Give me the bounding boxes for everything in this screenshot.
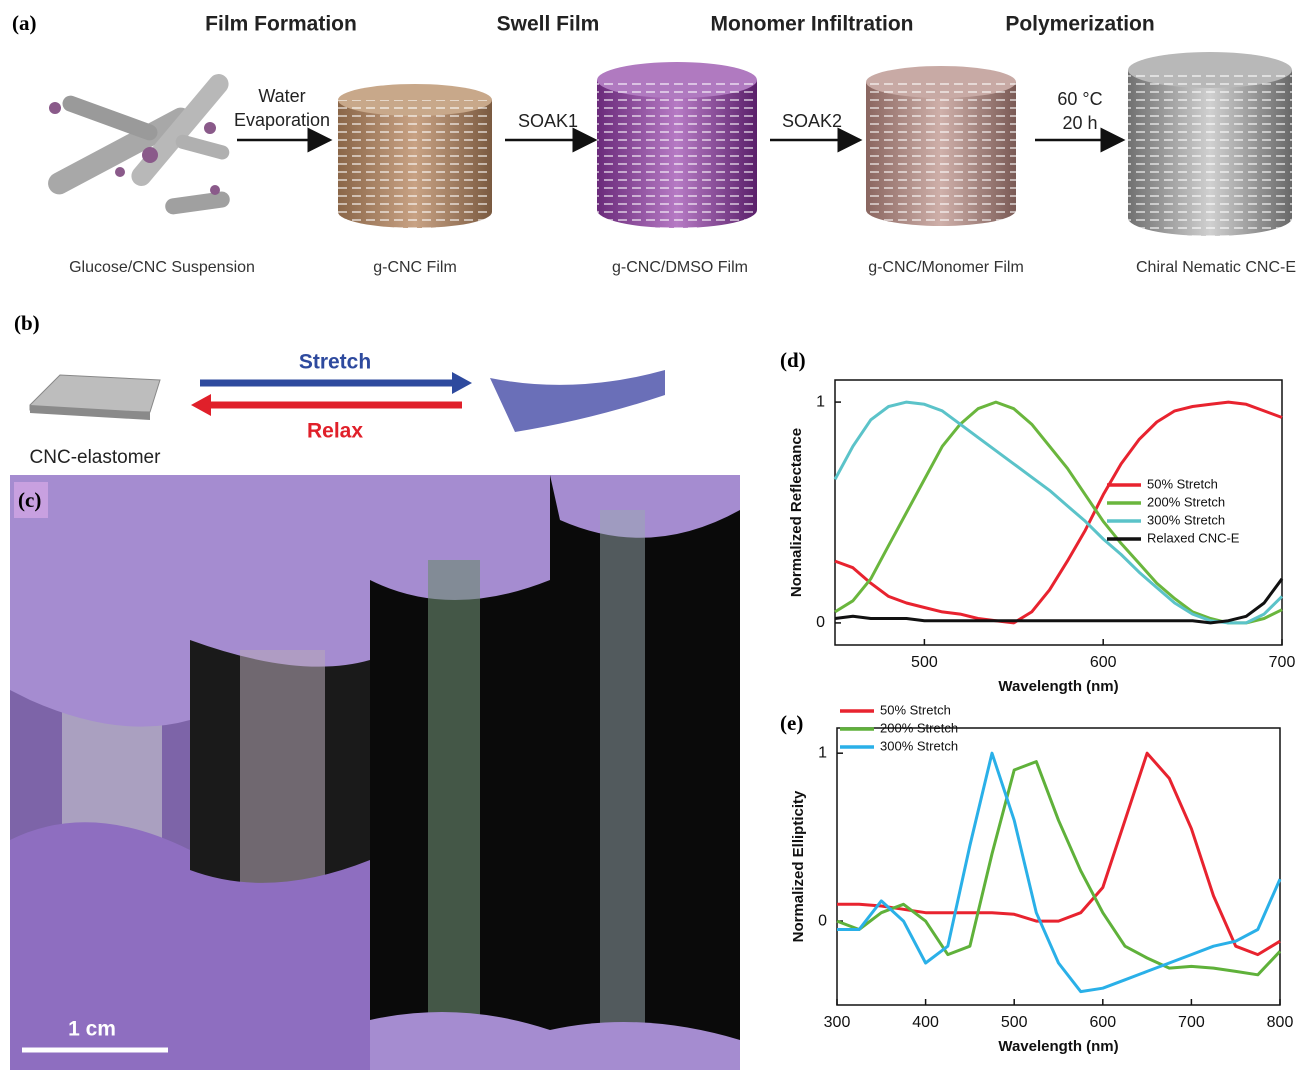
- legend-label: 200% Stretch: [1147, 494, 1225, 509]
- sample-label: CNC-elastomer: [30, 447, 162, 468]
- x-tick-label: 600: [1089, 1014, 1116, 1031]
- x-tick-label: 700: [1178, 1014, 1205, 1031]
- legend-label: 300% Stretch: [880, 738, 958, 753]
- photo: [10, 475, 740, 1070]
- panel-label: (e): [780, 711, 803, 735]
- legend-label: 50% Stretch: [1147, 476, 1218, 491]
- step-title: Polymerization: [1005, 13, 1154, 36]
- film-cylinders: [338, 52, 1292, 236]
- x-tick-label: 500: [1001, 1014, 1028, 1031]
- y-tick-label: 1: [816, 393, 825, 410]
- legend-label: 300% Stretch: [1147, 512, 1225, 527]
- legend-label: Relaxed CNC-E: [1147, 530, 1240, 545]
- x-tick-label: 400: [912, 1014, 939, 1031]
- y-axis-label: Normalized Ellipticity: [790, 790, 807, 942]
- scale-bar-label: 1 cm: [68, 1018, 116, 1041]
- y-tick-label: 1: [818, 744, 827, 761]
- step-title: Monomer Infiltration: [711, 13, 914, 36]
- y-tick-label: 0: [816, 614, 825, 631]
- x-tick-label: 500: [911, 654, 938, 671]
- arrow-label: Water: [258, 86, 305, 106]
- stretch-relax-arrows: [191, 372, 472, 416]
- arrow-label: 60 °C: [1057, 89, 1102, 109]
- y-tick-label: 0: [818, 912, 827, 929]
- relax-label: Relax: [307, 420, 363, 443]
- stretched-sample: [490, 370, 665, 432]
- legend-label: 50% Stretch: [880, 702, 951, 717]
- legend-label: 200% Stretch: [880, 720, 958, 735]
- arrow-label: Evaporation: [234, 110, 330, 130]
- caption: g-CNC/DMSO Film: [612, 259, 748, 276]
- relaxed-sample-edge: [30, 405, 150, 420]
- caption: g-CNC Film: [373, 259, 457, 276]
- step-title: Swell Film: [497, 13, 600, 36]
- arrow-label: SOAK1: [518, 111, 578, 131]
- panel-label: (d): [780, 348, 806, 372]
- arrow-label: 20 h: [1062, 113, 1097, 133]
- data-line: [836, 760, 1282, 977]
- panel-label: (b): [14, 311, 40, 335]
- panel-label: (c): [18, 488, 41, 512]
- x-tick-label: 600: [1090, 654, 1117, 671]
- plot-frame: [836, 727, 1281, 1006]
- caption: Chiral Nematic CNC-E: [1136, 259, 1296, 276]
- x-tick-label: 800: [1267, 1014, 1294, 1031]
- x-axis-label: Wavelength (nm): [998, 1038, 1118, 1055]
- plot-frame: [834, 379, 1283, 646]
- panel-label: (a): [12, 11, 37, 35]
- data-line: [833, 400, 1284, 625]
- data-line: [834, 400, 1283, 625]
- suspension-illustration: [48, 74, 230, 215]
- data-line: [837, 751, 1281, 957]
- x-axis-label: Wavelength (nm): [998, 678, 1118, 695]
- arrow-label: SOAK2: [782, 111, 842, 131]
- step-title: Film Formation: [205, 13, 357, 36]
- data-line: [834, 400, 1283, 625]
- x-tick-label: 300: [824, 1014, 851, 1031]
- data-line: [834, 577, 1284, 625]
- caption: Glucose/CNC Suspension: [69, 259, 255, 276]
- caption: g-CNC/Monomer Film: [868, 259, 1024, 276]
- x-tick-label: 700: [1269, 654, 1296, 671]
- y-axis-label: Normalized Reflectance: [788, 428, 805, 597]
- data-line: [837, 751, 1282, 994]
- stretch-label: Stretch: [299, 351, 371, 374]
